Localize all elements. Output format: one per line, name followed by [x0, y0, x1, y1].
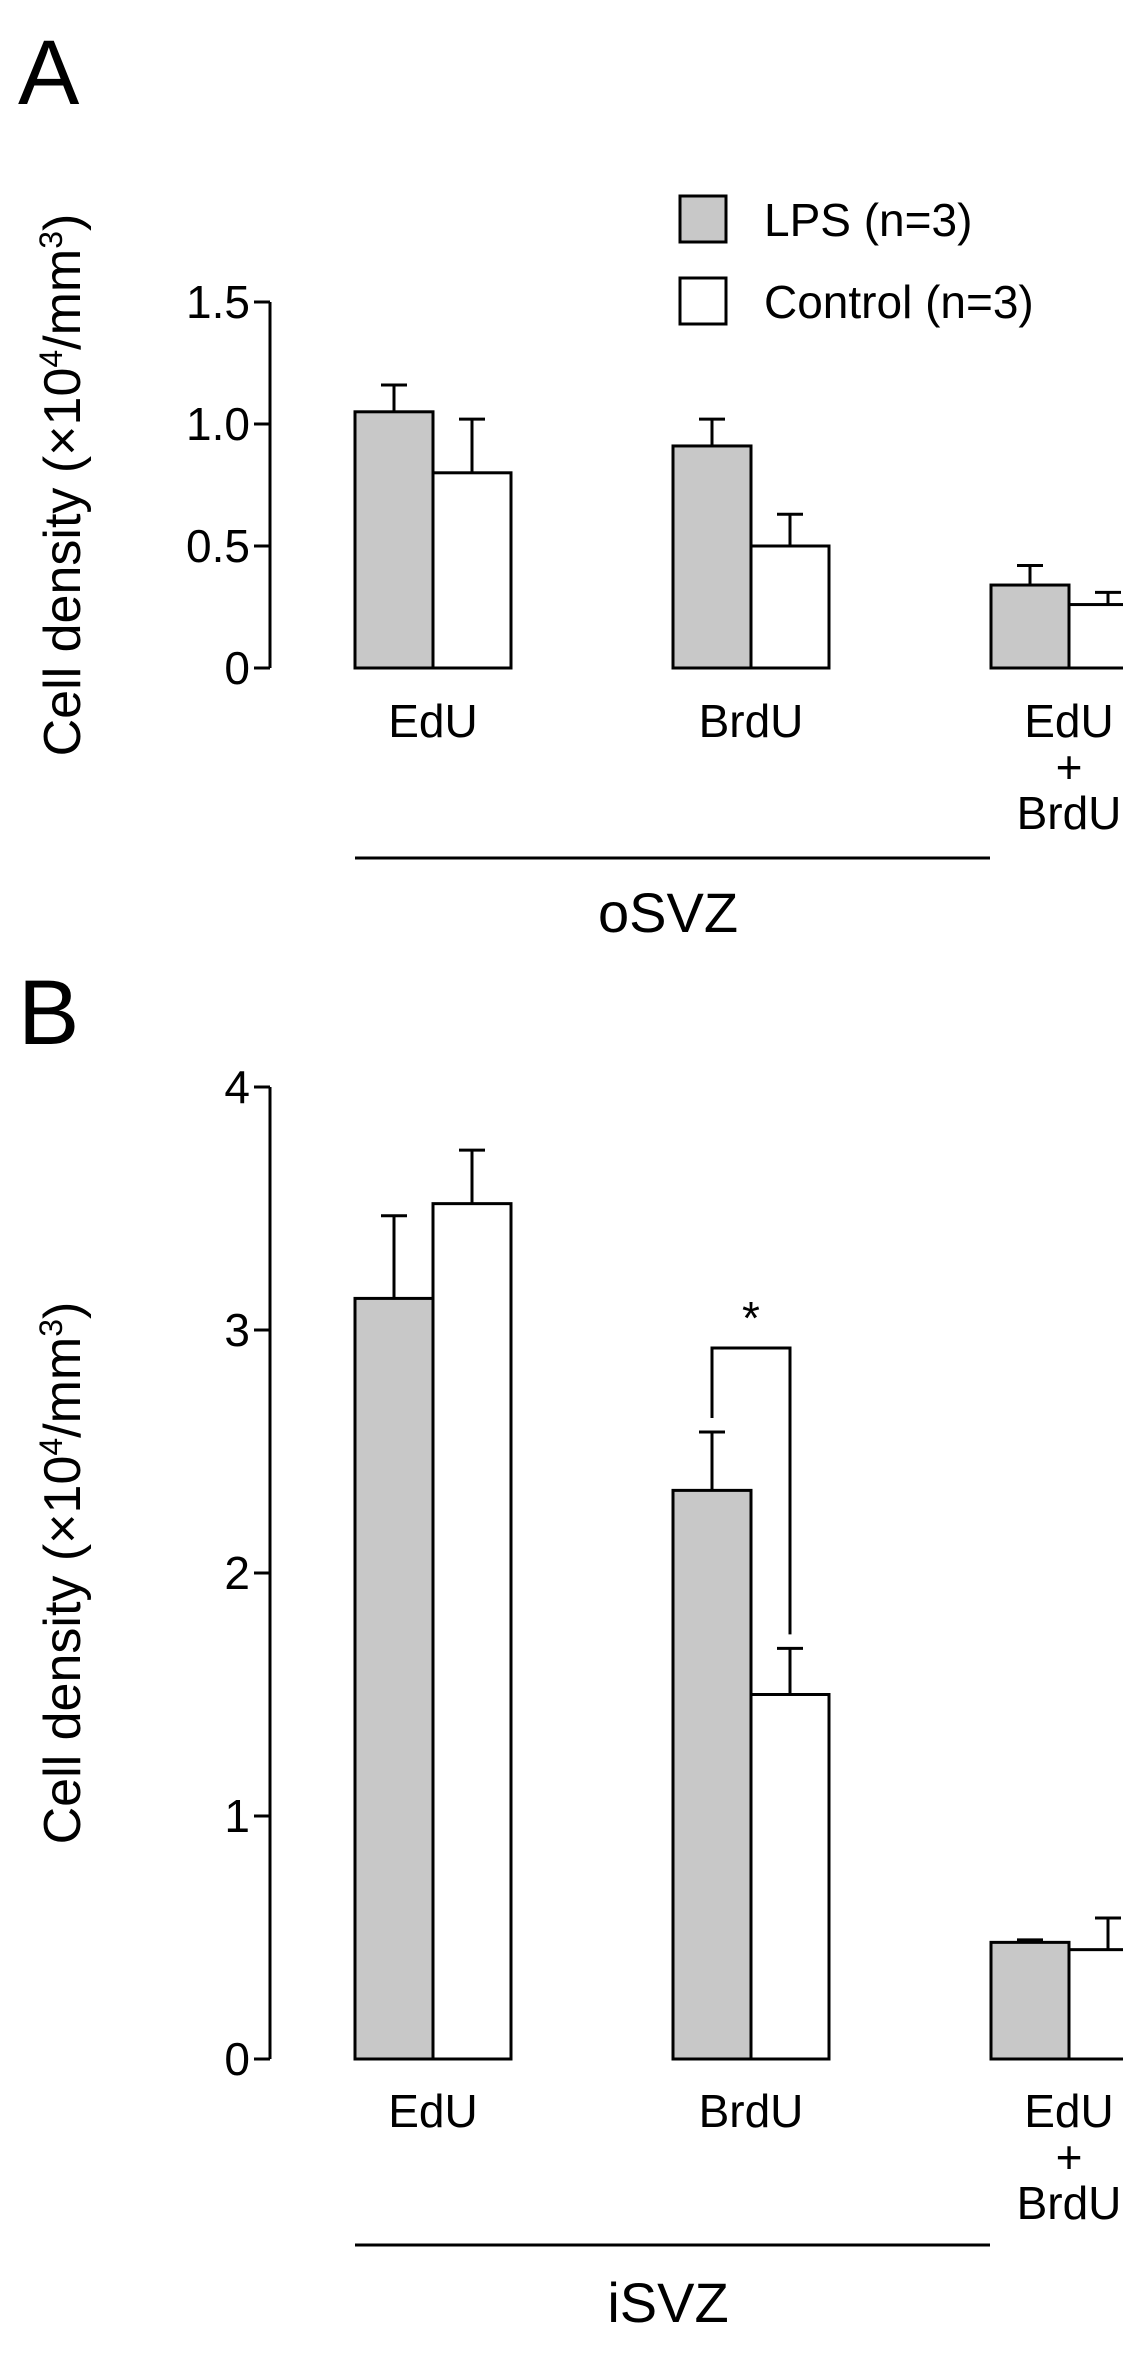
significance-bracket	[710, 1346, 792, 1635]
y-tick-label: 1.5	[186, 276, 250, 328]
bar-lps	[989, 583, 1071, 670]
category-label: BrdU	[699, 695, 804, 747]
bar-lps	[353, 410, 435, 670]
significance-marker: *	[742, 1292, 760, 1344]
legend-label-control: Control (n=3)	[764, 276, 1034, 328]
panel-letter-b: B	[18, 962, 79, 1064]
bar-control	[1067, 603, 1123, 670]
region-label: oSVZ	[598, 881, 738, 944]
legend-label-lps: LPS (n=3)	[764, 194, 972, 246]
y-tick-label: 0	[224, 2033, 250, 2085]
bar-control	[749, 1693, 831, 2061]
region-label: iSVZ	[607, 2271, 728, 2334]
bar-lps	[671, 444, 753, 670]
legend-swatch-control	[678, 276, 728, 326]
category-label: EdU	[388, 2085, 477, 2137]
bar-lps	[989, 1940, 1071, 2061]
plot-a: Cell density (×104/mm3) 0 0.5 1.0 1.5 EdU BrdU…	[33, 214, 1123, 944]
category-label: BrdU	[699, 2085, 804, 2137]
bar-control	[431, 1202, 513, 2061]
plot-b: Cell density (×104/mm3) 0 1 2 3 4 EdU BrdU EdU + B…	[33, 1061, 1123, 2334]
panel-letter-a: A	[18, 22, 80, 124]
y-tick-label: 0.5	[186, 520, 250, 572]
bar-control	[749, 544, 831, 670]
y-tick-label: 0	[224, 642, 250, 694]
y-tick-label: 1	[224, 1790, 250, 1842]
y-tick-label: 3	[224, 1304, 250, 1356]
category-label: EdU	[388, 695, 477, 747]
bar-lps	[353, 1296, 435, 2061]
legend-swatch-lps	[678, 194, 728, 244]
bar-control	[431, 471, 513, 670]
y-tick-label: 4	[224, 1061, 250, 1113]
bar-lps	[671, 1488, 753, 2061]
category-label: EdU + BrdU	[1017, 2085, 1122, 2229]
y-tick-label: 2	[224, 1547, 250, 1599]
y-axis-label: Cell density (×104/mm3)	[33, 214, 92, 757]
category-label: EdU + BrdU	[1017, 695, 1122, 839]
y-tick-label: 1.0	[186, 398, 250, 450]
panel-b: B Cell density (×104/mm3) 0 1 2 3 4 EdU BrdU EdU…	[18, 962, 1123, 2334]
bar-control	[1067, 1948, 1123, 2061]
y-axis-label: Cell density (×104/mm3)	[33, 1302, 92, 1845]
legend: LPS (n=3) Control (n=3)	[678, 194, 1034, 328]
panel-a: A LPS (n=3) Control (n=3) Cell density (×…	[18, 22, 1123, 944]
